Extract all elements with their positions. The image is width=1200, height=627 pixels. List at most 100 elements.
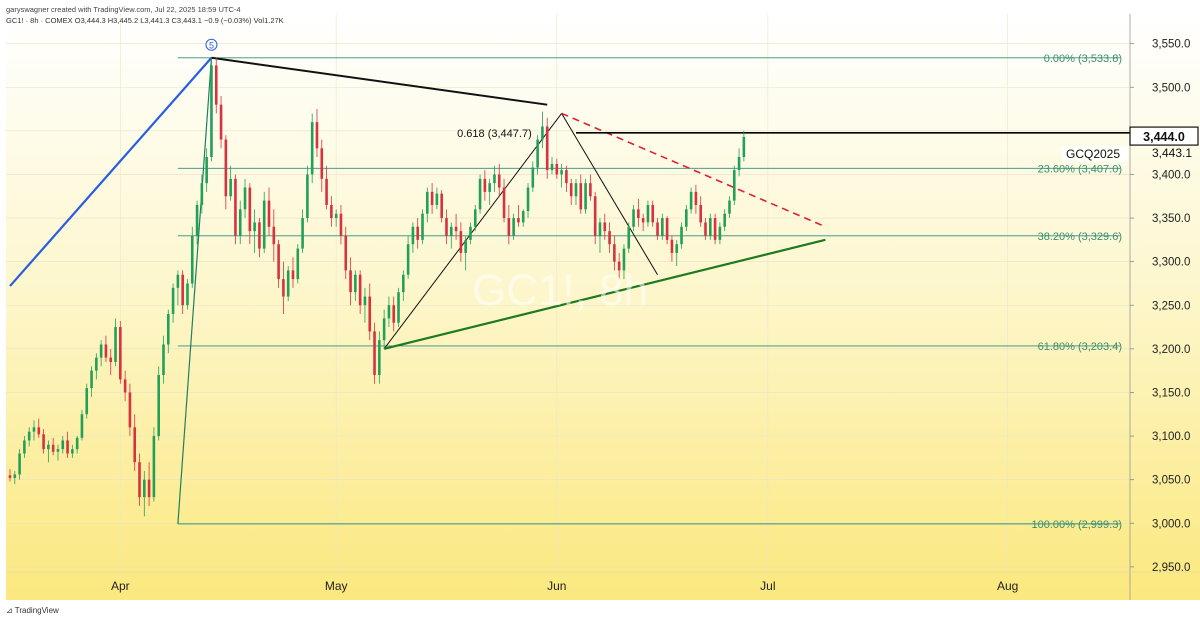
candle-body (56, 449, 60, 452)
candle-body (363, 296, 367, 306)
contract-label-text: GCQ2025 (1066, 147, 1120, 161)
candle-body (704, 222, 707, 236)
candle-body (123, 379, 127, 393)
candle-body (320, 148, 324, 179)
candle-body (205, 157, 208, 184)
candle-body (248, 187, 252, 232)
last-price-text: 3,444.0 (1143, 130, 1185, 144)
candle-body (243, 187, 247, 210)
candle-body (675, 244, 679, 253)
candle-body (234, 178, 237, 236)
fib-level-label: 61.80% (3,203.4) (1038, 341, 1122, 353)
candle-body (349, 270, 352, 293)
wave-5-label: 5 (209, 40, 214, 50)
logo-icon: ⊿ (6, 606, 15, 615)
candle-body (8, 475, 12, 478)
candle-body (627, 226, 631, 249)
candle-body (272, 226, 276, 245)
candle-body (555, 163, 559, 175)
fibonacci-levels: 0.00% (3,533.8) 23.60% (3,407.0) 38.20% (3… (177, 53, 1122, 531)
candle-body (507, 218, 511, 236)
candle-body (406, 244, 410, 275)
candle-body (143, 479, 146, 498)
candle-body (584, 183, 587, 210)
candle-body (368, 296, 372, 332)
candle-body (694, 191, 698, 205)
candle-body (622, 248, 626, 271)
candle-body (517, 218, 520, 223)
candle-body (310, 122, 314, 175)
candle-body (416, 226, 420, 240)
candle-body (641, 218, 645, 223)
time-tick-label: May (325, 579, 348, 593)
candle-body (282, 279, 285, 297)
candle-body (176, 274, 180, 288)
fib-level-label: 0.00% (3,533.8) (1044, 53, 1122, 65)
candle-body (469, 226, 472, 240)
tradingview-logo[interactable]: ⊿ TradingView (6, 606, 59, 615)
secondary-price-text: 3,443.1 (1152, 146, 1192, 160)
price-tick-label: 3,150.0 (1152, 387, 1190, 399)
candle-body (166, 313, 170, 345)
candle-body (478, 178, 482, 210)
candle-body (560, 170, 563, 175)
candle-body (680, 226, 683, 245)
candle-body (262, 200, 266, 249)
candle-body (430, 191, 434, 205)
black-resistance-line (211, 56, 548, 106)
candle-body (119, 327, 122, 380)
candle-body (593, 196, 597, 236)
candle-body (728, 200, 731, 214)
fib-level-label: 23.60% (3,407.0) (1038, 163, 1122, 175)
price-tick-label: 3,250.0 (1152, 300, 1190, 312)
candle-body (526, 187, 530, 212)
candle-body (224, 139, 228, 197)
candle-body (339, 213, 343, 236)
candle-body (32, 427, 36, 432)
author-line: garyswagner created with TradingView.com… (6, 5, 241, 14)
candle-body (13, 474, 17, 478)
candle-body (171, 287, 175, 314)
candle-body (344, 235, 348, 271)
time-tick-label: Jul (760, 579, 775, 593)
candle-body (397, 292, 400, 323)
trend-lines (9, 56, 1130, 524)
price-tick-label: 3,000.0 (1152, 518, 1190, 530)
candle-body (685, 209, 688, 227)
wave-5-circle (205, 38, 218, 51)
price-tick-label: 3,500.0 (1152, 82, 1190, 94)
candle-body (574, 183, 578, 197)
candle-body (358, 274, 362, 306)
candle-body (373, 331, 376, 376)
candle-body (656, 222, 659, 236)
retracement-leg-down (561, 113, 658, 275)
candle-body (306, 174, 309, 219)
candle-body (267, 200, 271, 227)
ohlc-line: GC1! · 8h · COMEX O3,444.3 H3,445.2 L3,4… (6, 16, 284, 25)
green-support-line (383, 238, 826, 350)
price-tick-label: 3,050.0 (1152, 475, 1190, 487)
price-axis-background (1130, 14, 1200, 600)
candle-body (23, 440, 26, 454)
candle-body (454, 226, 458, 232)
candle-body (354, 274, 357, 293)
candle-body (637, 209, 640, 219)
chart-header: garyswagner created with TradingView.com… (6, 4, 284, 26)
candle-body (521, 211, 525, 223)
candle-body (152, 436, 156, 498)
last-price-badge (1129, 126, 1199, 146)
candle-body (253, 222, 256, 232)
candle-body (42, 434, 45, 450)
candle-body (325, 178, 328, 205)
candle-body (85, 388, 89, 415)
candle-body (181, 274, 184, 306)
price-tick-label: 3,350.0 (1152, 213, 1190, 225)
price-tick-label: 3,300.0 (1152, 257, 1190, 269)
candle-body (569, 183, 573, 197)
candle-body (497, 174, 501, 188)
candle-body (449, 226, 453, 236)
retracement-leg-up (383, 113, 563, 350)
candle-body (114, 327, 117, 362)
